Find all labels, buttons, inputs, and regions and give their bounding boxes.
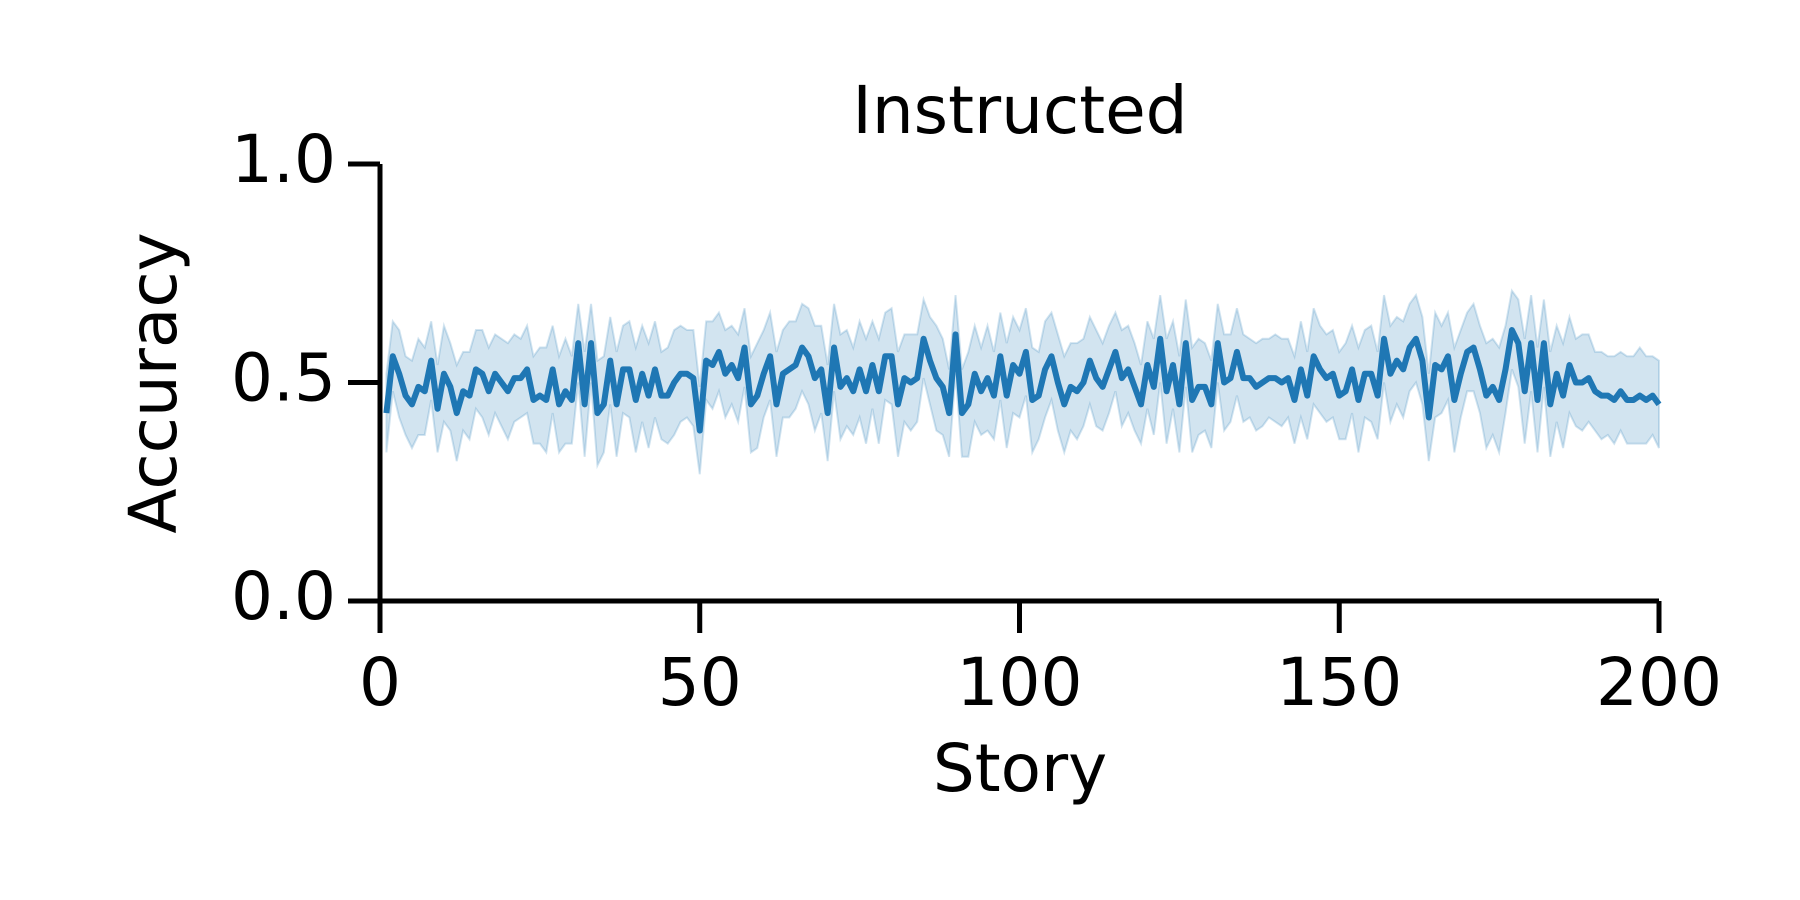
x-tick-label: 200 [1596,644,1722,721]
x-tick-label: 50 [658,644,742,721]
confidence-band [385,288,1660,475]
x-axis-label: Story [933,730,1107,807]
x-tick-label: 0 [359,644,401,721]
x-tick-label: 100 [957,644,1083,721]
y-axis-label: Accuracy [115,232,192,533]
data-line [383,327,1662,434]
y-tick-label: 0.0 [231,558,336,635]
chart-title: Instructed [852,72,1187,149]
x-tick-label: 150 [1276,644,1402,721]
y-tick-label: 1.0 [231,121,336,198]
y-tick-label: 0.5 [231,340,336,417]
